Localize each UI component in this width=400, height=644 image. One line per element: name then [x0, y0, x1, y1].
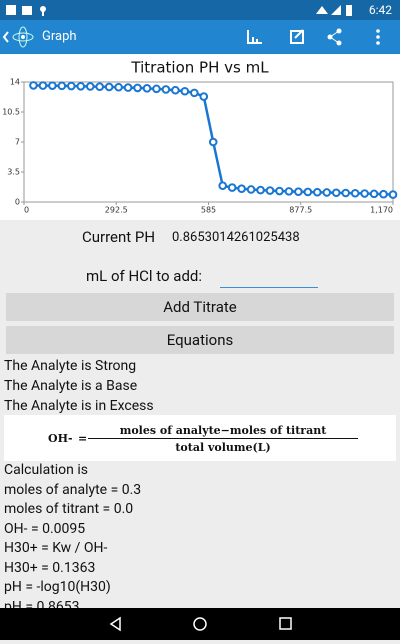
toolbar-icons [247, 28, 380, 46]
text-line: moles of analyte = 0.3 [4, 481, 142, 498]
text-line: Calculation is [4, 462, 88, 478]
x-tick-label: 292.5 [105, 206, 128, 215]
data-point [350, 188, 360, 198]
data-point [142, 84, 152, 93]
data-point [284, 187, 294, 196]
data-point [303, 187, 313, 197]
text-line: The Analyte is Strong [4, 358, 137, 374]
data-point [48, 81, 57, 90]
chart-title: Titration PH vs mL [130, 59, 269, 77]
formula-equals: = [78, 432, 88, 445]
data-point [29, 81, 38, 90]
y-tick-label: 14 [10, 78, 20, 87]
ml-input[interactable] [220, 268, 318, 288]
data-point [161, 85, 171, 94]
data-point [237, 184, 246, 194]
data-point [256, 185, 265, 195]
formula-denominator: total volume(L) [175, 441, 271, 454]
data-point [57, 81, 67, 91]
y-tick-label: 10.5 [2, 108, 20, 117]
current-ph-label: Current PH [82, 228, 156, 246]
text-line: The Analyte is a Base [4, 378, 138, 394]
current-ph-value: 0.8653014261025438 [172, 230, 300, 245]
data-point [294, 187, 303, 197]
text-line: OH- = 0.0095 [4, 520, 86, 537]
data-point [246, 185, 256, 194]
data-point [369, 189, 379, 199]
add-titrate-button[interactable]: Add Titrate [6, 293, 394, 321]
data-point [322, 188, 332, 197]
app-bar: Graph [0, 20, 400, 54]
nav-bar [0, 608, 400, 640]
data-point [190, 88, 199, 98]
y-tick-label: 3.5 [7, 168, 20, 177]
data-point [104, 82, 114, 92]
text-line: The Analyte is in Excess [4, 398, 154, 414]
data-point [133, 83, 142, 93]
data-point [114, 82, 123, 92]
equations-button[interactable]: Equations [6, 326, 394, 354]
formula-lhs: OH- [48, 432, 73, 445]
formula: OH- = moles of analyte−moles of titrant … [4, 415, 396, 461]
input-label: mL of HCl to add: [86, 267, 203, 285]
data-point [152, 84, 161, 94]
clock: 6:42 [368, 3, 392, 17]
y-tick-label: 0 [15, 198, 20, 207]
data-point [180, 86, 190, 96]
x-tick-label: 0 [24, 206, 29, 215]
app-title: Graph [42, 29, 77, 44]
fraction-bar [88, 438, 358, 439]
data-point [275, 186, 284, 196]
data-point [265, 186, 275, 195]
status-icons [6, 5, 46, 16]
data-point [379, 189, 388, 199]
nav-icons [109, 616, 292, 632]
formula-numerator: moles of analyte−moles of titrant [119, 424, 327, 437]
data-point [67, 81, 76, 91]
x-tick-label: 877.5 [289, 206, 312, 215]
data-point [199, 92, 209, 101]
data-point [85, 82, 95, 91]
data-point [208, 137, 218, 147]
data-point [38, 81, 48, 90]
data-point [331, 188, 341, 198]
y-tick-label: 7 [15, 138, 20, 147]
text-line: H30+ = Kw / OH- [4, 540, 108, 556]
plot-frame [23, 81, 394, 203]
data-point [76, 81, 86, 91]
data-point [95, 82, 104, 92]
text-line: pH = -log10(H30) [4, 579, 111, 595]
data-point [171, 85, 180, 95]
chart: Titration PH vs mL 0 3.5 7 10.5 14 0 292.5 585 8… [2, 59, 398, 215]
data-point [218, 181, 227, 191]
data-point [360, 189, 369, 198]
data-point [227, 183, 237, 192]
chart-panel: Titration PH vs mL 0 3.5 7 10.5 14 0 292.5 585 8… [0, 54, 400, 220]
x-tick-label: 1,170 [370, 206, 393, 215]
data-point [313, 187, 322, 197]
data-point [388, 190, 398, 199]
x-tick-label: 585 [201, 206, 216, 215]
status-bar: 6:42 [0, 0, 400, 20]
text-line: moles of titrant = 0.0 [4, 501, 134, 517]
app-icon[interactable] [2, 25, 36, 49]
data-point [123, 83, 133, 92]
text-line: H30+ = 0.1363 [4, 559, 96, 576]
system-icons [316, 5, 352, 16]
data-point [341, 188, 350, 198]
